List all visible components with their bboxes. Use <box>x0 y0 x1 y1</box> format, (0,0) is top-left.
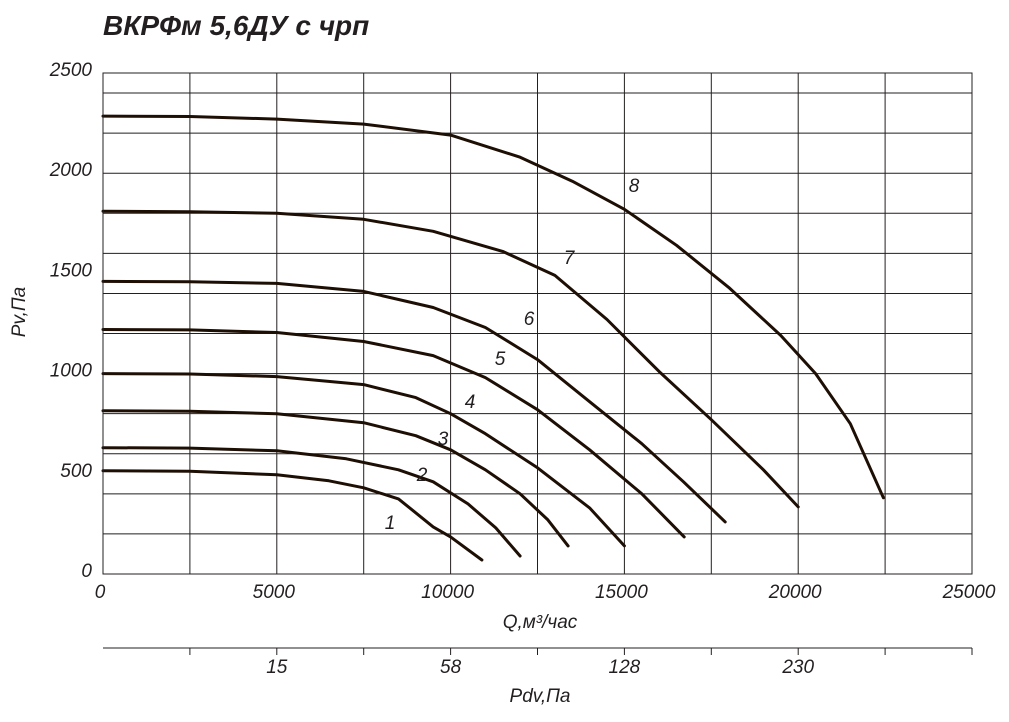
curve <box>101 372 626 548</box>
curve <box>101 279 727 524</box>
x-tick-label: 5000 <box>253 582 296 603</box>
chart-title: ВКРФм 5,6ДУ с чрп <box>103 10 369 41</box>
x-tick-label: 0 <box>95 582 106 603</box>
y-tick-label: 2000 <box>49 160 93 181</box>
curve-label: 3 <box>438 429 449 450</box>
y-tick-label: 2500 <box>49 60 93 81</box>
x-tick-label: 15000 <box>595 582 648 603</box>
curve <box>101 114 885 500</box>
plot-border <box>102 72 973 575</box>
curve <box>101 469 484 562</box>
x-axis-label: Q,м³/час <box>503 612 578 633</box>
x-tick-label: 20000 <box>768 582 822 603</box>
curve-label: 8 <box>629 176 640 197</box>
curve-label: 2 <box>416 465 428 486</box>
x-tick-label: 10000 <box>421 582 474 603</box>
curve-label: 6 <box>524 309 535 330</box>
curve-label: 1 <box>385 513 396 534</box>
y-tick-label: 1000 <box>50 361 93 382</box>
curve <box>101 409 570 548</box>
curve-label: 4 <box>465 392 476 413</box>
curve <box>101 209 800 509</box>
curve-label: 5 <box>495 349 506 370</box>
curve <box>101 328 686 539</box>
y-tick-label: 1500 <box>50 260 93 281</box>
y-tick-label: 500 <box>60 461 92 482</box>
x-tick-label: 25000 <box>942 582 996 603</box>
pdv-tick-label: 128 <box>609 657 641 678</box>
curve-label: 7 <box>564 248 576 269</box>
y-tick-label: 0 <box>81 561 92 582</box>
pdv-axis-label: Pdv,Па <box>510 686 571 707</box>
pdv-tick-label: 15 <box>266 657 288 678</box>
pdv-tick-label: 58 <box>440 657 462 678</box>
y-axis-label: Pv,Па <box>9 287 30 337</box>
curve <box>101 446 522 558</box>
pdv-tick-label: 230 <box>781 657 814 678</box>
